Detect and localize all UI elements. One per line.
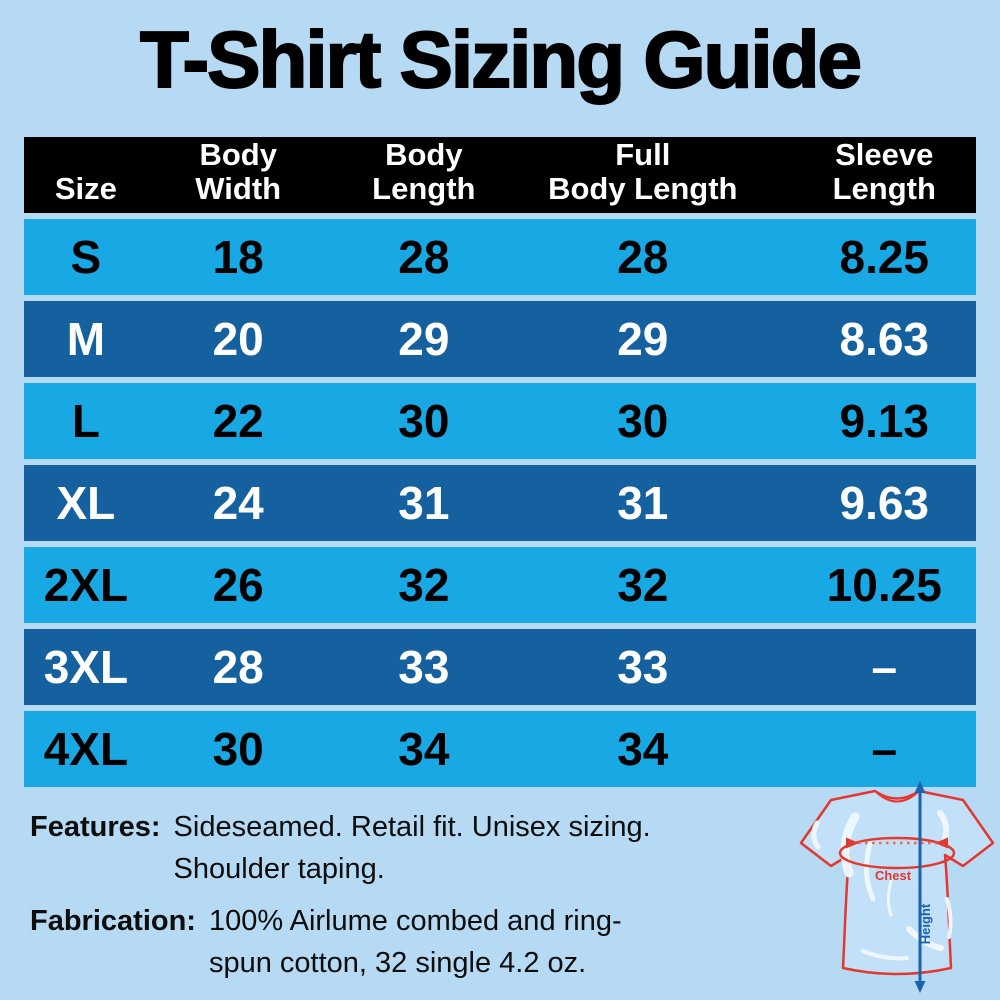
column-header-body-length: Body Length: [329, 137, 519, 213]
collar-icon: [874, 790, 920, 803]
table-row-m: M 20 29 29 8.63: [24, 301, 976, 377]
body-length-cell: 31: [398, 477, 450, 529]
sizing-table: Size Body Width Body Length Full Body Le…: [24, 137, 976, 793]
full-body-length-cell: 29: [617, 313, 669, 365]
features-row: Features: Sideseamed. Retail fit. Unisex…: [30, 806, 651, 890]
table-row-3xl: 3XL 28 33 33 –: [24, 629, 976, 705]
full-body-length-cell: 31: [617, 477, 669, 529]
size-cell: 4XL: [43, 723, 129, 775]
height-arrow-bottom-icon: [914, 981, 926, 993]
chest-ellipse: [838, 836, 956, 870]
body-width-cell: 24: [212, 477, 264, 529]
column-header-size: Size: [24, 137, 148, 213]
body-width-cell: 20: [212, 313, 264, 365]
size-cell: L: [71, 395, 100, 447]
fabrication-text: 100% Airlume combed and ring- spun cotto…: [209, 900, 622, 984]
full-body-length-cell: 30: [617, 395, 669, 447]
table-row-xl: XL 24 31 31 9.63: [24, 465, 976, 541]
sleeve-length-cell: 9.63: [839, 477, 930, 529]
size-cell: M: [66, 313, 106, 365]
header-line: Full: [615, 137, 671, 173]
full-body-length-cell: 32: [617, 559, 669, 611]
size-cell: 2XL: [43, 559, 129, 611]
column-header-body-width: Body Width: [148, 137, 329, 213]
table-row-l: L 22 30 30 9.13: [24, 383, 976, 459]
body-length-cell: 29: [398, 313, 450, 365]
tshirt-measurement-diagram: Chest Height: [799, 781, 995, 993]
fabric-highlight-streaks: [811, 810, 953, 961]
chest-arrow-left-icon: [846, 837, 859, 849]
header-line: Body: [199, 137, 277, 173]
sleeve-length-cell: –: [871, 641, 898, 693]
header-line: Body Length: [548, 170, 738, 206]
fabrication-line2: spun cotton, 32 single 4.2 oz.: [208, 947, 587, 979]
body-length-cell: 34: [398, 723, 450, 775]
sleeve-length-cell: 8.63: [839, 313, 930, 365]
column-header-full-body-length: Full Body Length: [519, 137, 767, 213]
sleeve-length-cell: 8.25: [839, 231, 930, 283]
features-line1: Sideseamed. Retail fit. Unisex sizing.: [173, 811, 651, 843]
header-line: Width: [195, 170, 282, 206]
page-title: T-Shirt Sizing Guide: [139, 14, 863, 105]
header-line: Length: [372, 170, 476, 206]
sleeve-length-cell: 9.13: [839, 395, 930, 447]
sleeve-length-cell: 10.25: [826, 559, 942, 611]
header-line: Size: [54, 170, 117, 206]
features-line2: Shoulder taping.: [173, 853, 385, 885]
header-line: Length: [832, 170, 936, 206]
fabrication-label: Fabrication:: [30, 905, 196, 937]
size-cell: 3XL: [43, 641, 129, 693]
body-width-cell: 28: [212, 641, 264, 693]
table-header-row: Size Body Width Body Length Full Body Le…: [24, 137, 976, 213]
fabrication-row: Fabrication: 100% Airlume combed and rin…: [30, 900, 651, 984]
body-width-cell: 26: [212, 559, 264, 611]
sleeve-length-cell: –: [871, 723, 898, 775]
column-header-sleeve-length: Sleeve Length: [767, 137, 976, 213]
body-width-cell: 18: [212, 231, 264, 283]
full-body-length-cell: 33: [617, 641, 669, 693]
height-arrow-top-icon: [914, 781, 926, 793]
header-line: Body: [385, 137, 463, 173]
fabrication-line1: 100% Airlume combed and ring-: [208, 905, 622, 937]
size-cell: XL: [56, 477, 116, 529]
features-label: Features:: [30, 811, 161, 843]
height-label: Height: [918, 903, 933, 944]
body-length-cell: 30: [398, 395, 450, 447]
table-row-2xl: 2XL 26 32 32 10.25: [24, 547, 976, 623]
chest-arrow-right-icon: [935, 837, 948, 849]
body-length-cell: 33: [398, 641, 450, 693]
body-length-cell: 28: [398, 231, 450, 283]
features-text: Sideseamed. Retail fit. Unisex sizing. S…: [174, 806, 651, 890]
header-line: Sleeve: [835, 137, 934, 173]
full-body-length-cell: 34: [617, 723, 669, 775]
body-width-cell: 22: [212, 395, 264, 447]
notes-section: Features: Sideseamed. Retail fit. Unisex…: [30, 806, 651, 994]
body-width-cell: 30: [212, 723, 264, 775]
table-row-s: S 18 28 28 8.25: [24, 219, 976, 295]
body-length-cell: 32: [398, 559, 450, 611]
size-cell: S: [70, 231, 102, 283]
table-row-4xl: 4XL 30 34 34 –: [24, 711, 976, 787]
chest-label: Chest: [875, 868, 912, 883]
full-body-length-cell: 28: [617, 231, 669, 283]
